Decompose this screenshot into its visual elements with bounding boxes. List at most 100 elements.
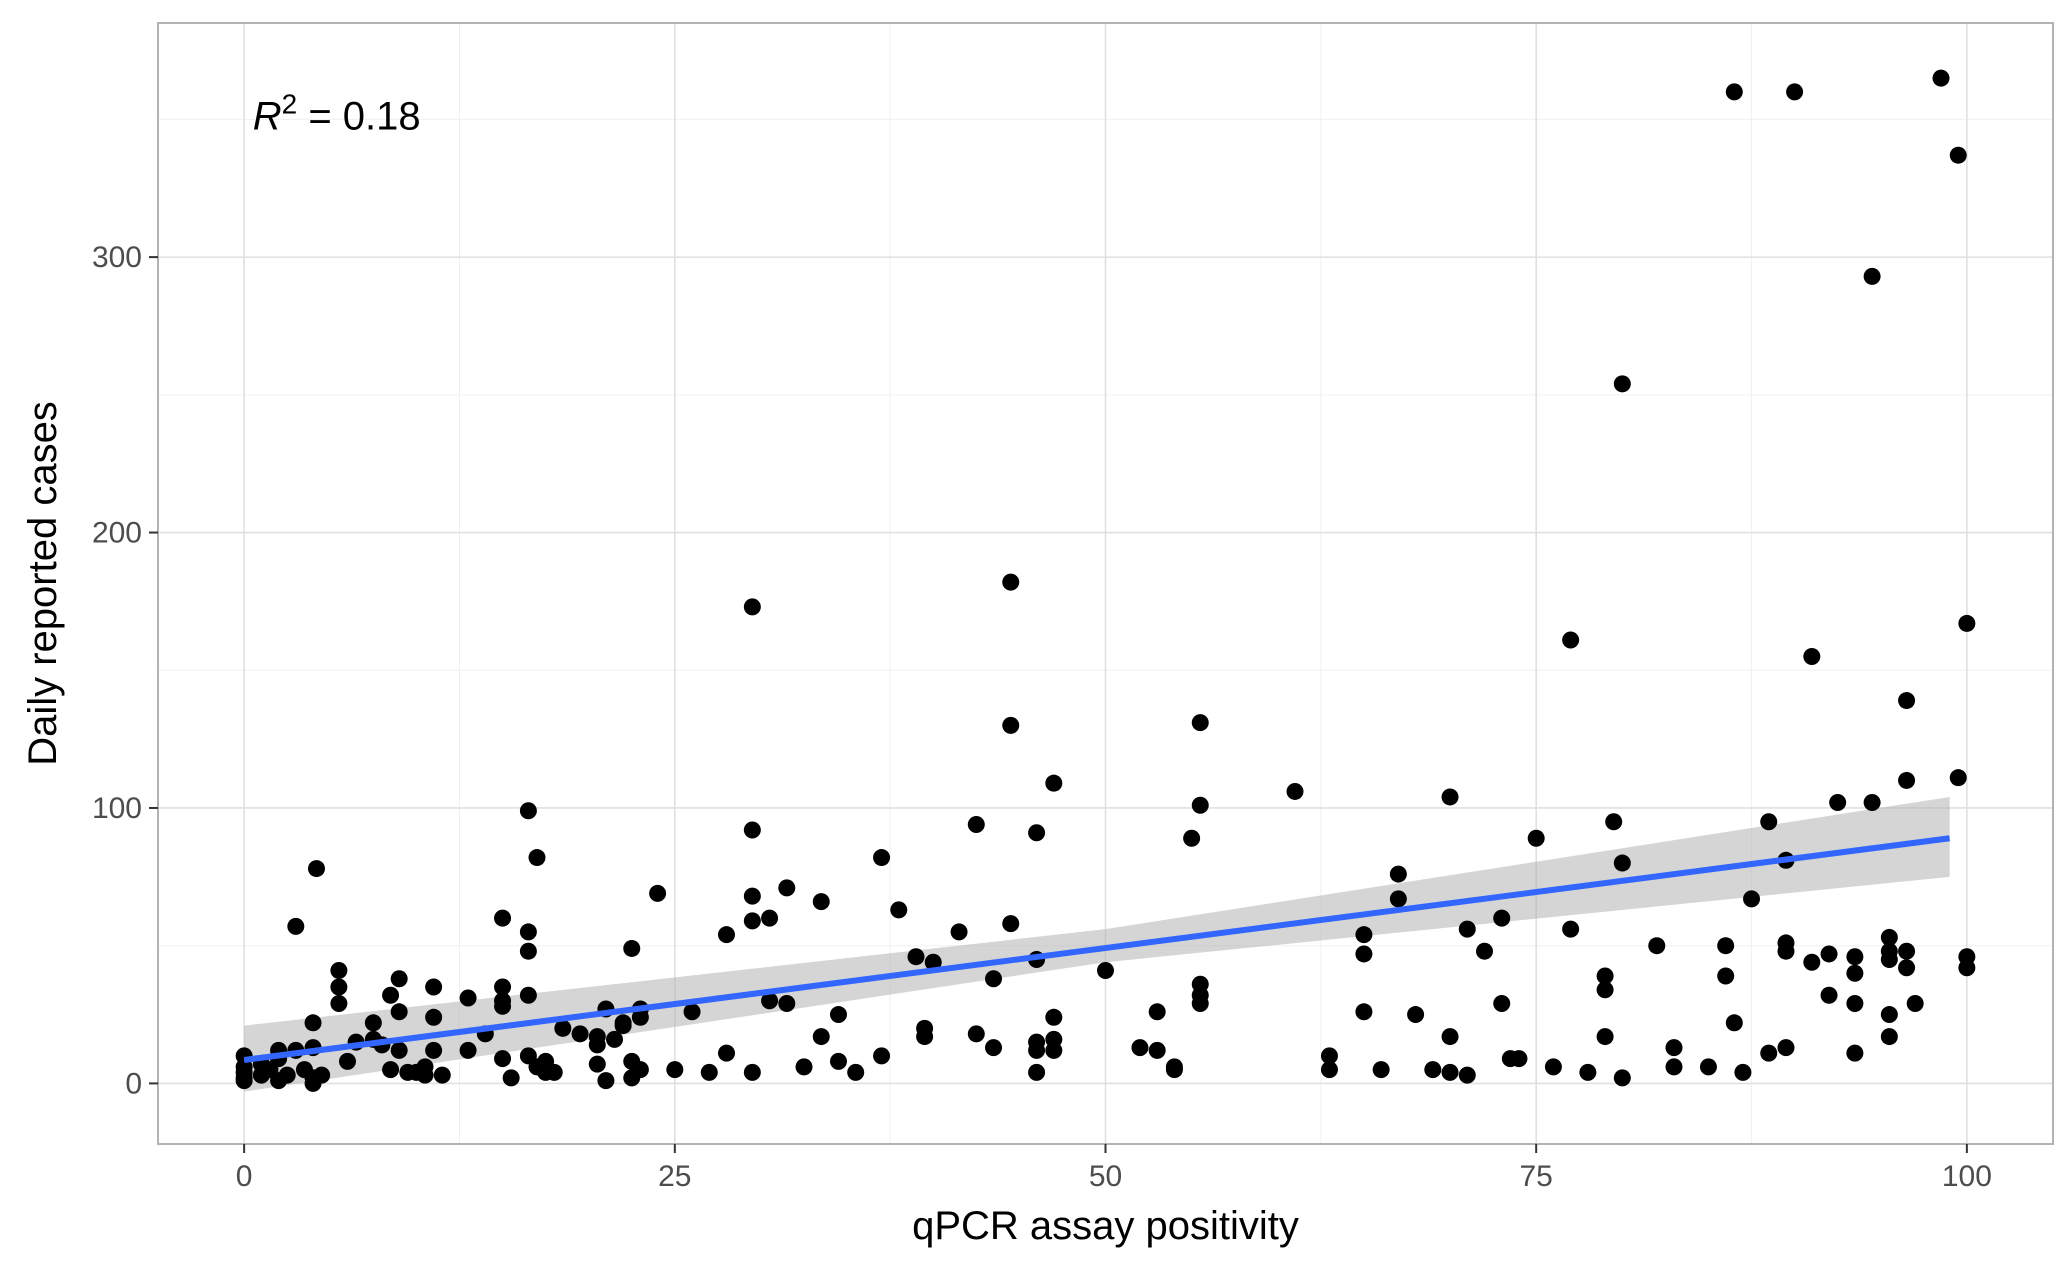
data-point (985, 970, 1003, 988)
y-tick-label: 0 (125, 1067, 142, 1100)
data-point (278, 1066, 296, 1084)
data-point (847, 1063, 865, 1081)
regression-line (243, 835, 1951, 1063)
data-point (1846, 964, 1864, 982)
data-point (1045, 774, 1063, 792)
data-point (330, 961, 348, 979)
data-point (1045, 1041, 1063, 1059)
data-point (1820, 986, 1838, 1004)
data-point (1097, 961, 1114, 979)
data-point (907, 948, 925, 966)
data-point (459, 989, 477, 1007)
data-point (1725, 83, 1743, 101)
data-point (1579, 1063, 1597, 1081)
data-point (330, 995, 348, 1013)
data-point (1863, 793, 1881, 811)
data-point (1898, 771, 1916, 789)
data-point (718, 1044, 735, 1062)
data-point (950, 923, 968, 941)
data-point (829, 1006, 847, 1024)
data-point (1898, 942, 1916, 960)
r-squared-annotation: R2 = 0.18 (253, 88, 421, 138)
data-point (743, 821, 761, 839)
data-point (1002, 716, 1020, 734)
data-point (1846, 948, 1864, 966)
data-point (382, 986, 400, 1004)
data-point (916, 1028, 934, 1046)
data-point (1648, 937, 1666, 955)
data-point (985, 1039, 1003, 1057)
data-point (588, 1055, 606, 1073)
data-point (1191, 796, 1209, 814)
data-point (304, 1014, 322, 1032)
data-point (666, 1061, 684, 1079)
data-point (743, 1063, 761, 1081)
data-point (425, 1041, 443, 1059)
data-point (1355, 926, 1373, 944)
y-axis-title: Daily reported cases (21, 401, 65, 766)
data-point (606, 1030, 624, 1048)
data-point (1286, 782, 1304, 800)
data-point (967, 1025, 985, 1043)
data-point (597, 1072, 615, 1090)
data-point (313, 1066, 331, 1084)
data-point (1932, 69, 1950, 87)
data-point (1958, 959, 1976, 977)
data-point (1898, 959, 1916, 977)
data-point (1028, 1041, 1046, 1059)
data-point (390, 1003, 408, 1021)
data-point (700, 1063, 718, 1081)
data-point (1562, 920, 1580, 938)
data-point (778, 879, 796, 897)
data-point (614, 1017, 632, 1035)
data-point (1665, 1039, 1683, 1057)
data-point (1605, 813, 1623, 831)
data-point (1880, 950, 1898, 968)
x-tick-label: 0 (236, 1160, 253, 1193)
data-point (778, 995, 796, 1013)
data-point (924, 953, 942, 971)
data-point (1527, 829, 1545, 847)
data-point (433, 1066, 451, 1084)
data-point (307, 860, 325, 878)
data-point (718, 926, 735, 944)
data-point (1777, 1039, 1795, 1057)
data-point (1898, 692, 1916, 710)
y-tick-label: 100 (92, 792, 142, 825)
data-point (1372, 1061, 1390, 1079)
data-point (571, 1025, 589, 1043)
data-point (967, 816, 985, 834)
data-point (519, 802, 537, 820)
data-point (812, 1028, 830, 1046)
data-point (1441, 1063, 1459, 1081)
data-point (1596, 967, 1614, 985)
data-point (416, 1066, 434, 1084)
data-point (743, 887, 761, 905)
data-point (1320, 1061, 1338, 1079)
data-point (1389, 865, 1407, 883)
r-squared-value: = 0.18 (297, 94, 420, 138)
data-point (494, 997, 512, 1015)
data-point (425, 978, 443, 996)
data-point (761, 992, 779, 1010)
y-axis-ticks: 0 100 200 300 (92, 241, 158, 1100)
data-point (1613, 375, 1631, 393)
data-point (1476, 942, 1493, 960)
data-point (812, 893, 830, 911)
data-point (1131, 1039, 1149, 1057)
data-point (649, 884, 667, 902)
data-point (339, 1052, 356, 1070)
data-point (1958, 614, 1976, 632)
data-point (873, 1047, 891, 1065)
data-point (494, 909, 512, 927)
data-point (1760, 813, 1778, 831)
data-point (1906, 995, 1924, 1013)
data-point (631, 1061, 649, 1079)
data-point (829, 1052, 847, 1070)
data-point (1320, 1047, 1338, 1065)
data-point (390, 970, 408, 988)
data-point (1045, 1008, 1063, 1026)
data-point (1355, 945, 1373, 963)
data-point (1734, 1063, 1752, 1081)
